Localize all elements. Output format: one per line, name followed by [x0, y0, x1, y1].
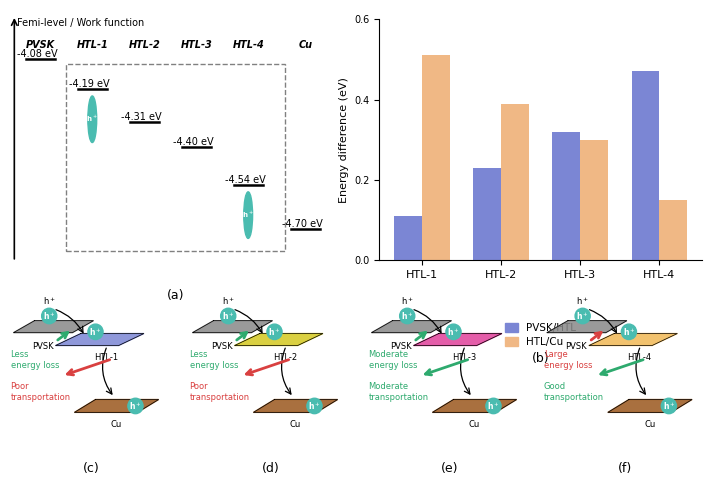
Polygon shape	[193, 321, 272, 333]
Text: h$^+$: h$^+$	[487, 400, 500, 412]
Polygon shape	[253, 400, 338, 413]
Text: Less
energy loss: Less energy loss	[11, 350, 59, 370]
Text: Large
energy loss: Large energy loss	[544, 350, 592, 370]
Text: (a): (a)	[167, 289, 184, 302]
Text: h$^+$: h$^+$	[90, 326, 102, 338]
Text: -4.08 eV: -4.08 eV	[17, 49, 57, 59]
Circle shape	[221, 308, 236, 324]
Text: PVSK: PVSK	[390, 342, 412, 351]
Text: Moderate
energy loss: Moderate energy loss	[369, 350, 417, 370]
Circle shape	[575, 308, 590, 324]
Text: PVSK: PVSK	[32, 342, 54, 351]
Text: (b): (b)	[532, 352, 549, 365]
Text: HTL-1: HTL-1	[94, 353, 118, 362]
Circle shape	[486, 398, 501, 414]
Polygon shape	[235, 334, 323, 346]
Text: h$^+$: h$^+$	[623, 326, 635, 338]
Text: Poor
transportation: Poor transportation	[190, 382, 250, 402]
Text: h$^+$: h$^+$	[576, 310, 589, 322]
Text: Cu: Cu	[469, 420, 480, 429]
Text: h$^+$: h$^+$	[401, 295, 414, 307]
Text: (c): (c)	[83, 462, 100, 475]
Text: Cu: Cu	[290, 420, 301, 429]
Bar	[580, 140, 608, 260]
Text: h$^+$: h$^+$	[662, 400, 675, 412]
Text: Less
energy loss: Less energy loss	[190, 350, 238, 370]
Text: -4.19 eV: -4.19 eV	[69, 79, 110, 89]
Text: h$^+$: h$^+$	[87, 114, 98, 124]
Text: HTL-4: HTL-4	[627, 353, 652, 362]
Text: HTL-4: HTL-4	[232, 40, 264, 50]
Bar	[501, 104, 528, 260]
Text: -4.54 eV: -4.54 eV	[225, 175, 266, 185]
Text: h$^+$: h$^+$	[401, 310, 413, 322]
Bar	[553, 132, 580, 260]
Text: h$^+$: h$^+$	[43, 310, 55, 322]
Bar	[659, 200, 687, 260]
Text: PVSK: PVSK	[211, 342, 233, 351]
Text: HTL-2: HTL-2	[128, 40, 160, 50]
Text: Cu: Cu	[299, 40, 312, 50]
Text: h$^+$: h$^+$	[222, 310, 234, 322]
Polygon shape	[56, 334, 144, 346]
Legend: PVSK/HTL, HTL/Cu: PVSK/HTL, HTL/Cu	[501, 319, 580, 351]
Text: PVSK: PVSK	[26, 40, 55, 50]
Text: HTL-2: HTL-2	[273, 353, 297, 362]
Text: Cu: Cu	[111, 420, 122, 429]
Text: -4.70 eV: -4.70 eV	[282, 219, 323, 229]
Text: (d): (d)	[261, 462, 279, 475]
Y-axis label: Energy difference (eV): Energy difference (eV)	[339, 77, 349, 203]
Text: h$^+$: h$^+$	[308, 400, 321, 412]
Polygon shape	[372, 321, 451, 333]
Bar	[394, 216, 422, 260]
Polygon shape	[14, 321, 93, 333]
Circle shape	[42, 308, 57, 324]
Text: (e): (e)	[440, 462, 458, 475]
Circle shape	[621, 324, 637, 339]
Text: HTL-3: HTL-3	[180, 40, 212, 50]
Text: HTL-3: HTL-3	[452, 353, 476, 362]
Text: Moderate
transportation: Moderate transportation	[369, 382, 429, 402]
Text: Femi-level / Work function: Femi-level / Work function	[17, 18, 144, 28]
Text: h$^+$: h$^+$	[242, 210, 254, 220]
Text: (f): (f)	[618, 462, 632, 475]
Circle shape	[88, 324, 103, 339]
Circle shape	[400, 308, 415, 324]
Text: HTL-1: HTL-1	[77, 40, 108, 50]
Text: -4.40 eV: -4.40 eV	[173, 136, 213, 147]
Text: h$^+$: h$^+$	[576, 295, 589, 307]
Circle shape	[88, 96, 97, 143]
Circle shape	[267, 324, 282, 339]
Bar	[422, 55, 450, 260]
Bar	[632, 71, 659, 260]
Bar	[473, 168, 501, 260]
Text: h$^+$: h$^+$	[43, 295, 56, 307]
Text: PVSK: PVSK	[566, 342, 587, 351]
Polygon shape	[74, 400, 159, 413]
Text: -4.31 eV: -4.31 eV	[121, 112, 162, 122]
Text: Poor
transportation: Poor transportation	[11, 382, 71, 402]
Circle shape	[446, 324, 461, 339]
Circle shape	[243, 192, 253, 239]
Circle shape	[662, 398, 677, 414]
Text: h$^+$: h$^+$	[222, 295, 235, 307]
Text: h$^+$: h$^+$	[448, 326, 460, 338]
Polygon shape	[432, 400, 516, 413]
Text: Cu: Cu	[644, 420, 656, 429]
Text: Good
transportation: Good transportation	[544, 382, 604, 402]
Polygon shape	[608, 400, 692, 413]
Text: h$^+$: h$^+$	[268, 326, 281, 338]
Bar	[67, 65, 284, 251]
Text: h$^+$: h$^+$	[129, 400, 142, 412]
Polygon shape	[414, 334, 502, 346]
Circle shape	[307, 398, 322, 414]
Polygon shape	[547, 321, 626, 333]
Polygon shape	[589, 334, 677, 346]
Circle shape	[128, 398, 143, 414]
